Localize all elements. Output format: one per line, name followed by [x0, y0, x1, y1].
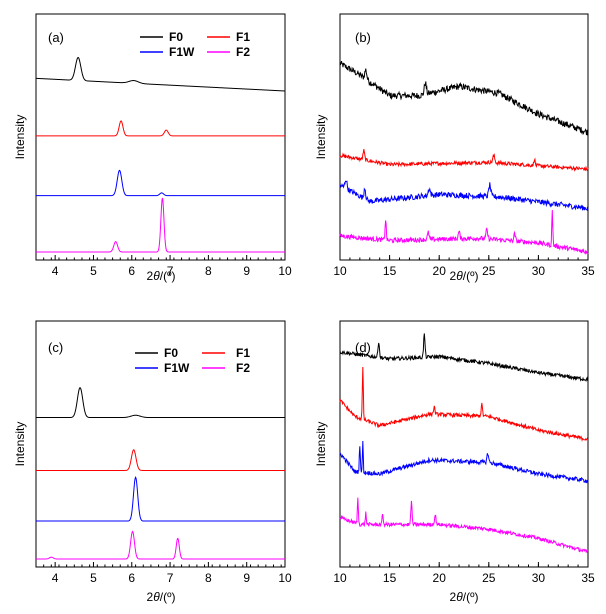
x-tick-label-b-35: 35	[581, 264, 595, 278]
x-tick-label-b-15: 15	[383, 264, 397, 278]
x-tick-label-a-5: 5	[90, 264, 97, 278]
x-tick-label-b-30: 30	[532, 264, 546, 278]
legend-label-f1-c: F1	[236, 346, 250, 360]
x-tick-label-d-20: 20	[433, 571, 447, 585]
panel-label-a: (a)	[48, 30, 64, 45]
plot-frame-b	[339, 13, 589, 261]
series-line-f2-b	[339, 209, 589, 255]
x-tick-label-c-10: 10	[278, 571, 292, 585]
legend-a: F0 F1 F1W F2	[140, 30, 250, 59]
x-tick-label-c-8: 8	[205, 571, 212, 585]
x-tick-label-c-4: 4	[52, 571, 59, 585]
x-axis-label-a: 2θ/(º)	[147, 269, 176, 283]
y-axis-label-c: Intensity	[13, 422, 27, 467]
x-ticks-b: 10 15 20 25 30 35	[333, 255, 595, 278]
y-axis-label-a: Intensity	[13, 115, 27, 160]
x-axis-label-d: 2θ/(º)	[450, 590, 479, 604]
series-line-f1w-d	[339, 440, 589, 484]
y-axis-label-d: Intensity	[314, 422, 328, 467]
series-line-f1-a	[36, 120, 285, 137]
series-line-f1w-a	[36, 169, 285, 197]
legend-label-f2-c: F2	[236, 361, 250, 375]
x-tick-label-d-30: 30	[532, 571, 546, 585]
y-axis-label-b: Intensity	[314, 115, 328, 160]
series-line-f1-d	[339, 366, 589, 442]
x-axis-label-c: 2θ/(º)	[147, 590, 176, 604]
panel-label-c: (c)	[48, 340, 63, 355]
series-lines-a	[35, 57, 286, 253]
x-tick-label-d-15: 15	[383, 571, 397, 585]
legend-label-f1-a: F1	[236, 30, 250, 44]
panel-c: (c) Intensity 2θ/(º) 4 5 6 7 8 9 10 F0 F1 F1W …	[13, 320, 292, 604]
series-line-f0-c	[36, 387, 285, 419]
legend-label-f2-a: F2	[236, 45, 250, 59]
panel-label-d: (d)	[355, 340, 371, 355]
plot-frame-d	[339, 320, 589, 568]
series-line-f0-b	[339, 60, 589, 136]
x-tick-label-c-7: 7	[167, 571, 174, 585]
series-line-f0-d	[339, 333, 589, 383]
panel-d: (d) Intensity 2θ/(º) 10 15 20 25 30 35	[314, 320, 595, 604]
x-tick-label-a-9: 9	[243, 264, 250, 278]
x-ticks-d: 10 15 20 25 30 35	[333, 562, 595, 585]
plot-frame-c	[35, 320, 286, 568]
series-line-f0-a	[35, 57, 286, 92]
x-ticks-a: 4 5 6 7 8 9 10	[35, 255, 292, 278]
x-tick-label-a-6: 6	[128, 264, 135, 278]
x-tick-label-b-25: 25	[482, 264, 496, 278]
plot-frame-a	[35, 13, 286, 261]
series-line-f1-b	[339, 149, 589, 172]
x-tick-label-c-9: 9	[243, 571, 250, 585]
panel-a: (a) Intensity 2θ/(º) 4 5 6 7 8 9 10 F0 F1 F1W …	[13, 13, 292, 283]
series-line-f1-c	[36, 449, 285, 471]
x-tick-label-b-10: 10	[333, 264, 347, 278]
series-line-f2-d	[339, 497, 589, 554]
x-tick-label-d-35: 35	[581, 571, 595, 585]
series-lines-b	[339, 60, 589, 255]
legend-label-f1w-c: F1W	[164, 361, 190, 375]
x-ticks-c: 4 5 6 7 8 9 10	[35, 562, 292, 585]
series-line-f1w-b	[339, 180, 589, 211]
legend-c: F0 F1 F1W F2	[135, 346, 250, 375]
legend-label-f0-a: F0	[169, 30, 183, 44]
series-lines-d	[339, 333, 589, 554]
series-lines-c	[36, 387, 285, 560]
x-tick-label-d-25: 25	[482, 571, 496, 585]
x-tick-label-b-20: 20	[433, 264, 447, 278]
legend-label-f0-c: F0	[164, 346, 178, 360]
panel-b: (b) Intensity 2θ/(º) 10 15 20 25 30 35	[314, 13, 595, 283]
series-line-f2-c	[36, 530, 285, 560]
x-tick-label-a-10: 10	[278, 264, 292, 278]
panel-label-b: (b)	[355, 30, 371, 45]
x-tick-label-c-5: 5	[90, 571, 97, 585]
series-line-f2-a	[36, 197, 285, 253]
x-tick-label-a-8: 8	[205, 264, 212, 278]
x-tick-label-c-6: 6	[128, 571, 135, 585]
legend-label-f1w-a: F1W	[169, 45, 195, 59]
series-line-f1w-c	[36, 476, 285, 522]
x-tick-label-a-7: 7	[167, 264, 174, 278]
x-tick-label-a-4: 4	[52, 264, 59, 278]
x-tick-label-d-10: 10	[333, 571, 347, 585]
x-axis-label-b: 2θ/(º)	[450, 269, 479, 283]
